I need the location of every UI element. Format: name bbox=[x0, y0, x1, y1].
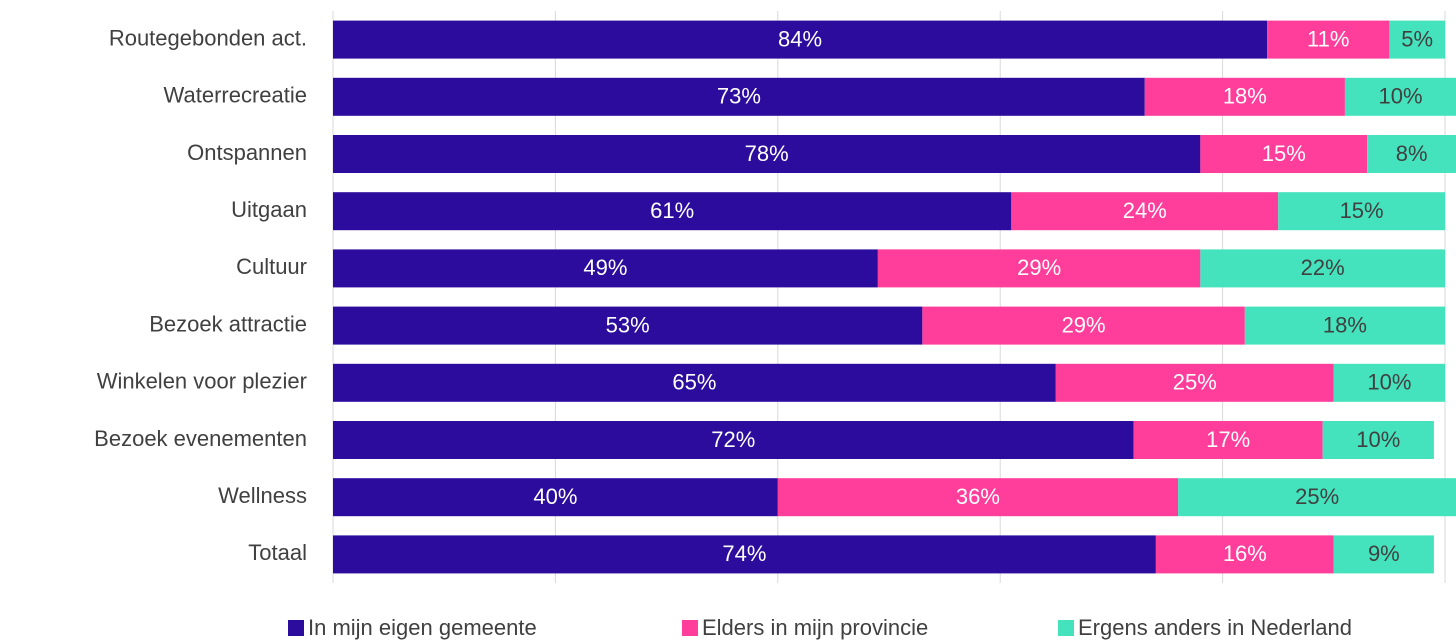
y-tick-label: Cultuur bbox=[236, 254, 307, 279]
data-label: 53% bbox=[606, 312, 650, 337]
data-label: 25% bbox=[1173, 370, 1217, 395]
bar-segment bbox=[1144, 77, 1345, 116]
legend-swatch bbox=[1058, 620, 1074, 636]
legend-swatch bbox=[682, 620, 698, 636]
bar-segment bbox=[1200, 249, 1445, 288]
bar-segment bbox=[1333, 363, 1445, 402]
data-label: 17% bbox=[1206, 427, 1250, 452]
data-label: 61% bbox=[650, 198, 694, 223]
data-label: 15% bbox=[1262, 141, 1306, 166]
bar-segment bbox=[1322, 421, 1434, 459]
bar-segment bbox=[333, 535, 1156, 574]
y-tick-label: Routegebonden act. bbox=[109, 25, 307, 50]
data-label: 74% bbox=[722, 541, 766, 566]
data-label: 65% bbox=[672, 370, 716, 395]
bar-segment bbox=[1133, 421, 1323, 459]
data-label: 72% bbox=[711, 427, 755, 452]
bar-segment bbox=[333, 306, 923, 345]
bar-segment bbox=[333, 135, 1201, 173]
data-label: 84% bbox=[778, 26, 822, 51]
y-tick-label: Winkelen voor plezier bbox=[97, 369, 307, 394]
data-label: 11% bbox=[1307, 26, 1349, 51]
bar-segment bbox=[1244, 306, 1445, 345]
bar-segment bbox=[777, 478, 1179, 517]
bar-segment bbox=[1389, 20, 1445, 59]
data-label: 29% bbox=[1017, 255, 1061, 280]
bar-segment bbox=[877, 249, 1201, 288]
bar-segment bbox=[1178, 478, 1456, 517]
data-label: 29% bbox=[1062, 312, 1106, 337]
legend-label: Ergens anders in Nederland bbox=[1078, 615, 1352, 640]
data-label: 5% bbox=[1401, 26, 1433, 51]
data-label: 9% bbox=[1368, 541, 1400, 566]
y-tick-label: Waterrecreatie bbox=[164, 83, 307, 108]
data-label: 40% bbox=[533, 484, 577, 509]
data-label: 10% bbox=[1367, 370, 1411, 395]
bar-segment bbox=[1333, 535, 1434, 574]
legend-swatch bbox=[288, 620, 304, 636]
y-tick-label: Wellness bbox=[218, 483, 307, 508]
bar-segment bbox=[1367, 135, 1456, 173]
bar-segment bbox=[1278, 192, 1445, 231]
data-label: 49% bbox=[583, 255, 627, 280]
bar-segment bbox=[922, 306, 1245, 345]
bar-segment bbox=[1155, 535, 1334, 574]
bar-segment bbox=[1055, 363, 1334, 402]
data-label: 36% bbox=[956, 484, 1000, 509]
bar-segment bbox=[333, 20, 1268, 59]
data-label: 73% bbox=[717, 84, 761, 109]
data-label: 10% bbox=[1378, 84, 1422, 109]
bar-segment bbox=[333, 363, 1056, 402]
bar-segment bbox=[1200, 135, 1368, 173]
y-tick-label: Bezoek evenementen bbox=[94, 426, 307, 451]
data-label: 8% bbox=[1396, 141, 1428, 166]
data-label: 78% bbox=[745, 141, 789, 166]
data-label: 25% bbox=[1295, 484, 1339, 509]
legend-label: Elders in mijn provincie bbox=[702, 615, 928, 640]
bar-segment bbox=[1267, 20, 1390, 59]
data-label: 18% bbox=[1323, 312, 1367, 337]
bar-segment bbox=[1011, 192, 1279, 231]
y-tick-label: Totaal bbox=[248, 540, 307, 565]
bar-segment bbox=[1344, 77, 1456, 116]
y-tick-label: Ontspannen bbox=[187, 140, 307, 165]
data-label: 22% bbox=[1301, 255, 1345, 280]
bar-segment bbox=[333, 192, 1012, 231]
data-label: 24% bbox=[1123, 198, 1167, 223]
bar-segment bbox=[333, 421, 1134, 459]
y-tick-label: Bezoek attractie bbox=[149, 311, 307, 336]
legend-label: In mijn eigen gemeente bbox=[308, 615, 537, 640]
data-label: 18% bbox=[1223, 84, 1267, 109]
data-label: 16% bbox=[1223, 541, 1267, 566]
bar-segment bbox=[333, 77, 1145, 116]
bar-segment bbox=[333, 478, 778, 517]
bar-segment bbox=[333, 249, 878, 288]
y-tick-label: Uitgaan bbox=[231, 197, 307, 222]
data-label: 10% bbox=[1356, 427, 1400, 452]
data-label: 15% bbox=[1340, 198, 1384, 223]
